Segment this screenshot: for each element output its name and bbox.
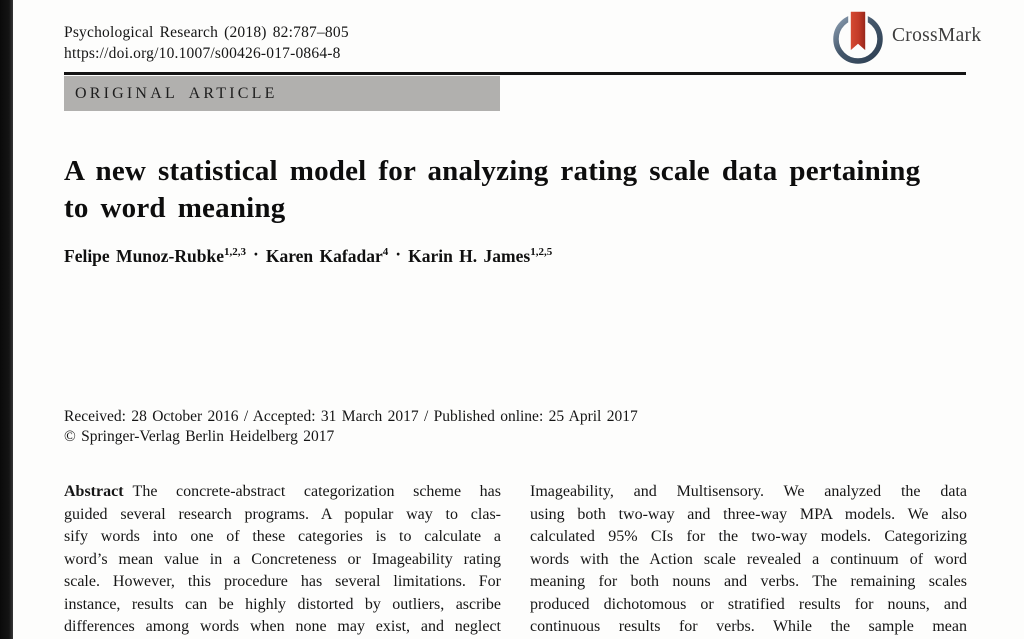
header-meta: Psychological Research (2018) 82:787–805… bbox=[64, 22, 349, 64]
abstract-line: sify words into one of these categories … bbox=[64, 528, 501, 545]
author-affiliation-superscript: 1,2,5 bbox=[530, 246, 553, 259]
author-affiliation-superscript: 1,2,3 bbox=[224, 246, 246, 259]
abstract-line-text: The concrete-abstract categorization sch… bbox=[132, 483, 501, 500]
abstract-line: Imageability, and Multisensory. We analy… bbox=[530, 483, 967, 500]
article-title-line1: A new statistical model for analyzing ra… bbox=[64, 155, 921, 187]
crossmark-label: CrossMark bbox=[892, 25, 982, 46]
author-name: Karin H. James bbox=[408, 246, 531, 266]
abstract-line: word’s mean value in a Concreteness or I… bbox=[64, 550, 501, 568]
article-type-banner: ORIGINAL ARTICLE bbox=[64, 76, 500, 111]
abstract-line: continuous results for verbs. While the … bbox=[530, 618, 967, 635]
article-type-label: ORIGINAL ARTICLE bbox=[75, 85, 278, 102]
header-rule bbox=[64, 72, 966, 76]
author-name: Felipe Munoz-Rubke bbox=[64, 246, 224, 266]
abstract-line: differences among words when none may ex… bbox=[64, 618, 501, 635]
copyright-notice: © Springer-Verlag Berlin Heidelberg 2017 bbox=[64, 427, 335, 445]
journal-citation: Psychological Research (2018) 82:787–805 bbox=[64, 24, 349, 41]
article-title: A new statistical model for analyzing ra… bbox=[64, 153, 984, 227]
author-separator: · bbox=[253, 244, 259, 264]
author-name: Karen Kafadar bbox=[265, 246, 383, 266]
abstract-column-left: Abstract The concrete-abstract categoriza… bbox=[64, 481, 501, 639]
abstract-line: meaning for both nouns and verbs. The re… bbox=[530, 573, 967, 590]
abstract-column-right: Imageability, and Multisensory. We analy… bbox=[530, 481, 967, 639]
abstract-line: guided several research programs. A popu… bbox=[64, 505, 501, 523]
abstract-line: Abstract The concrete-abstract categoriza… bbox=[64, 481, 501, 504]
abstract-line: produced dichotomous or stratified resul… bbox=[530, 595, 967, 613]
abstract-line: using both two-way and three-way MPA mod… bbox=[530, 505, 967, 523]
doi-link[interactable]: https://doi.org/10.1007/s00426-017-0864-… bbox=[64, 45, 341, 62]
author-separator: · bbox=[395, 244, 402, 264]
abstract-label: Abstract bbox=[64, 483, 124, 500]
crossmark-badge[interactable]: CrossMark bbox=[831, 9, 1021, 67]
author-list: Felipe Munoz-Rubke1,2,3 · Karen Kafadar4 · K… bbox=[64, 244, 553, 267]
abstract-line: calculated 95% CIs for the two-way model… bbox=[530, 528, 967, 545]
abstract-line: instance, results can be highly distorte… bbox=[64, 595, 501, 613]
received-dates: Received: 28 October 2016 / Accepted: 31… bbox=[64, 408, 638, 425]
author-affiliation-superscript: 4 bbox=[382, 246, 389, 259]
abstract-line: scale. However, this procedure has sever… bbox=[64, 573, 501, 590]
article-title-line2: to word meaning bbox=[64, 192, 286, 224]
publication-history: Received: 28 October 2016 / Accepted: 31… bbox=[64, 407, 638, 447]
abstract-line: words with the Action scale revealed a c… bbox=[530, 550, 967, 568]
page-edge-shadow bbox=[0, 0, 13, 639]
